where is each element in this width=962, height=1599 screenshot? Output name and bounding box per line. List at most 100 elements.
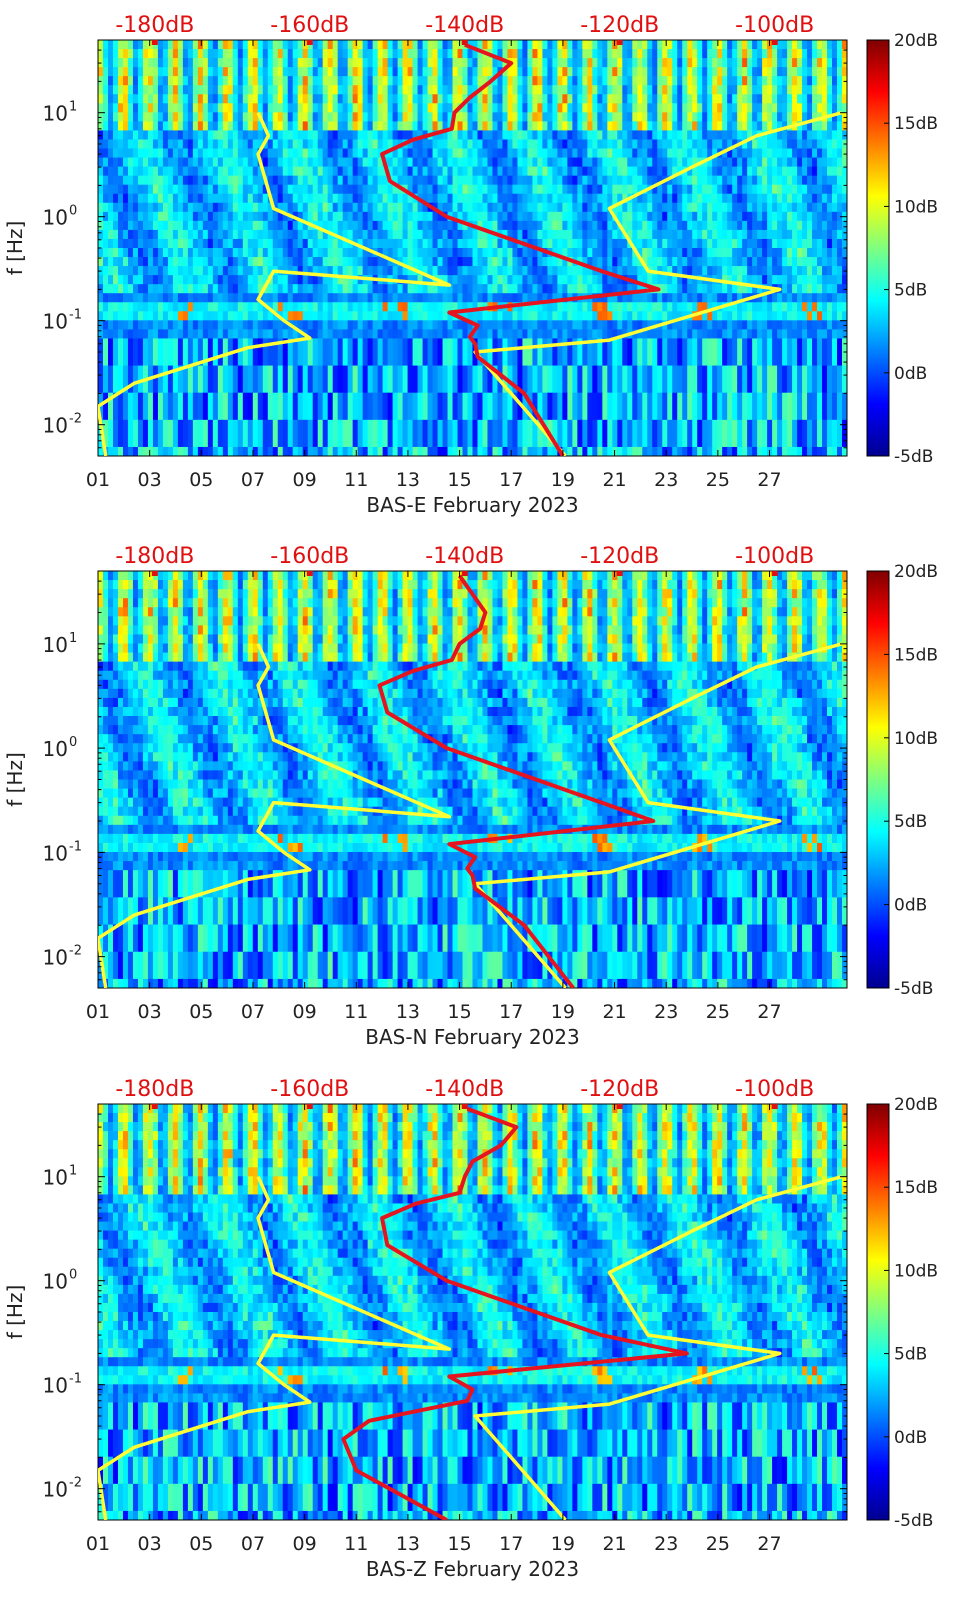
top-axis-label: -100dB: [735, 1077, 814, 1102]
top-axis-label: -160dB: [270, 544, 349, 569]
colorbar-tick-label: 20dB: [894, 31, 938, 51]
x-tick-label: 15: [447, 1533, 471, 1555]
colorbar: [866, 39, 890, 457]
x-tick-label: 03: [138, 1001, 162, 1023]
top-axis-tick: [151, 40, 158, 45]
x-tick-label: 07: [241, 1533, 265, 1555]
colorbar-tick-label: 0dB: [894, 1428, 927, 1448]
measured-psd-line: [341, 1106, 689, 1520]
x-tick-label: 23: [654, 1001, 678, 1023]
colorbar-tick-label: 15dB: [894, 1178, 938, 1198]
y-tick-exponent: 1: [69, 100, 77, 115]
top-axis-label: -100dB: [735, 13, 814, 38]
colorbar-tick-label: 20dB: [894, 562, 938, 582]
x-tick-label: 15: [447, 1001, 471, 1023]
top-axis-tick: [306, 1104, 313, 1109]
x-tick-label: 19: [551, 1001, 575, 1023]
x-axis-label: BAS-Z February 2023: [366, 1557, 579, 1581]
x-tick-label: 13: [396, 1533, 420, 1555]
x-tick-label: 21: [602, 1001, 626, 1023]
x-tick-label: 25: [706, 1533, 730, 1555]
y-tick-label: 10: [43, 206, 68, 230]
colorbar-tick-label: 5dB: [894, 281, 927, 301]
top-axis-tick: [461, 1104, 468, 1109]
y-tick-label: 10: [43, 841, 68, 865]
top-axis-tick: [771, 40, 778, 45]
colorbar: [866, 570, 890, 989]
top-axis-label: -100dB: [735, 544, 814, 569]
x-tick-label: 27: [757, 1533, 781, 1555]
x-tick-label: 17: [499, 1533, 523, 1555]
top-axis-tick: [306, 40, 313, 45]
y-tick-label: 10: [43, 737, 68, 761]
low-noise-model-line: [98, 643, 452, 988]
colorbar-tick-label: -5dB: [894, 1511, 933, 1531]
y-tick-exponent: -1: [69, 308, 82, 323]
y-tick-exponent: -2: [69, 412, 82, 427]
x-tick-label: 25: [706, 1001, 730, 1023]
top-axis-label: -140dB: [425, 13, 504, 38]
top-axis-tick: [616, 571, 623, 576]
x-tick-label: 05: [189, 469, 213, 491]
x-tick-label: 03: [138, 1533, 162, 1555]
measured-psd-line: [377, 574, 656, 988]
y-tick-exponent: -1: [69, 839, 82, 854]
y-axis-label: f [Hz]: [3, 752, 27, 807]
x-tick-label: 23: [654, 469, 678, 491]
colorbar-tick-label: -5dB: [894, 979, 933, 999]
x-tick-label: 11: [344, 469, 368, 491]
x-tick-label: 17: [499, 469, 523, 491]
y-axis-label: f [Hz]: [3, 1285, 27, 1340]
colorbar-tick-label: 5dB: [894, 1345, 927, 1365]
x-tick-label: 15: [447, 469, 471, 491]
y-tick-label: 10: [43, 414, 68, 438]
top-axis-label: -180dB: [115, 13, 194, 38]
top-axis-label: -160dB: [270, 1077, 349, 1102]
top-axis-tick: [616, 1104, 623, 1109]
top-axis-tick: [151, 571, 158, 576]
x-tick-label: 11: [344, 1001, 368, 1023]
x-tick-label: 21: [602, 1533, 626, 1555]
top-axis-label: -140dB: [425, 544, 504, 569]
colorbar-tick-label: 10dB: [894, 1261, 938, 1281]
y-tick-label: 10: [43, 310, 68, 334]
top-axis-tick: [771, 571, 778, 576]
y-tick-label: 10: [43, 1166, 68, 1190]
top-axis-tick: [616, 40, 623, 45]
x-tick-label: 17: [499, 1001, 523, 1023]
top-axis-label: -180dB: [115, 1077, 194, 1102]
colorbar-tick-label: 10dB: [894, 197, 938, 217]
top-axis-tick: [461, 571, 468, 576]
colorbar-tick-label: 0dB: [894, 364, 927, 384]
x-tick-label: 09: [293, 469, 317, 491]
x-tick-label: 19: [551, 469, 575, 491]
colorbar-tick-label: 15dB: [894, 114, 938, 134]
top-axis-label: -180dB: [115, 544, 194, 569]
x-tick-label: 01: [86, 1533, 110, 1555]
x-tick-label: 23: [654, 1533, 678, 1555]
x-tick-label: 01: [86, 469, 110, 491]
y-axis-label: f [Hz]: [3, 221, 27, 276]
top-axis-label: -160dB: [270, 13, 349, 38]
top-axis-tick: [461, 40, 468, 45]
colorbar-tick-label: 10dB: [894, 729, 938, 749]
x-tick-label: 19: [551, 1533, 575, 1555]
x-tick-label: 27: [757, 1001, 781, 1023]
x-tick-label: 07: [241, 469, 265, 491]
colorbar-tick-label: 0dB: [894, 896, 927, 916]
top-axis-label: -140dB: [425, 1077, 504, 1102]
measured-psd-line: [380, 42, 661, 456]
spectrogram-heatmap: [98, 40, 847, 456]
y-tick-exponent: 1: [69, 631, 77, 646]
x-tick-label: 09: [293, 1533, 317, 1555]
colorbar-tick-label: -5dB: [894, 447, 933, 467]
y-tick-exponent: 0: [69, 1268, 77, 1283]
spectrogram-heatmap: [98, 571, 847, 988]
colorbar: [866, 1103, 890, 1521]
high-noise-model-line: [473, 1175, 843, 1520]
y-tick-label: 10: [43, 1374, 68, 1398]
